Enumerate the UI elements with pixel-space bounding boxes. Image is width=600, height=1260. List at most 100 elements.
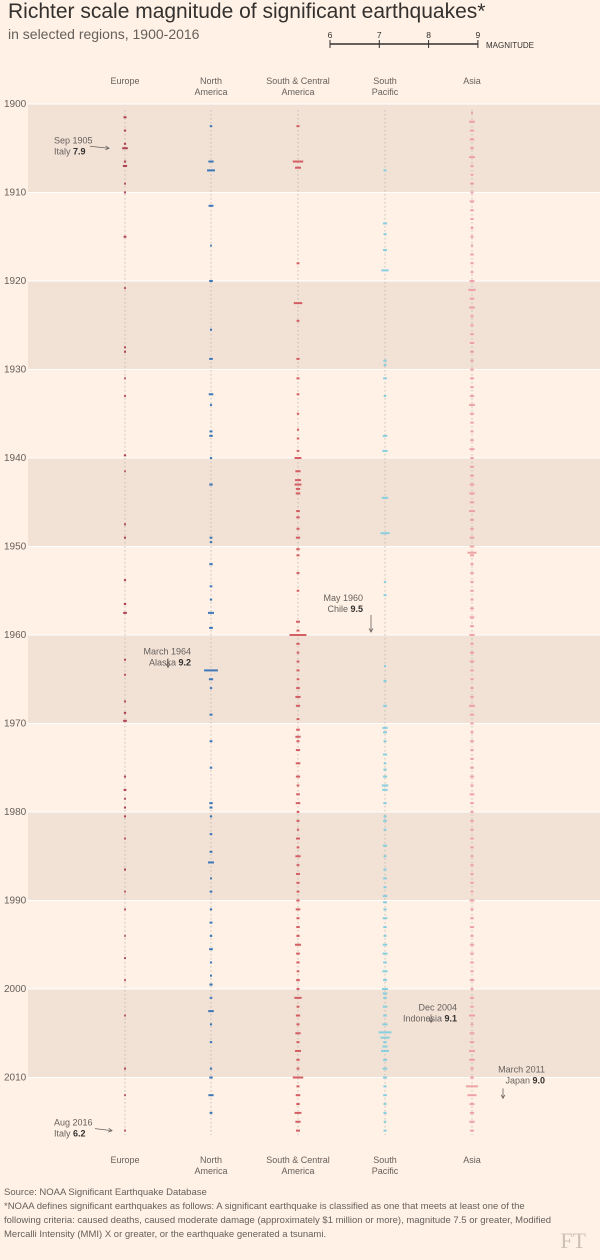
quake-europe-1968.8-m6.6	[123, 711, 127, 714]
quake-asia-1996-m7.2	[470, 952, 474, 955]
quake-asia-1905-m7.2	[470, 147, 474, 150]
quake-asia-2006-m7.5	[469, 1041, 475, 1044]
quake-asia-1906-m8	[469, 156, 475, 159]
quake-asia-1935-m7.4	[470, 412, 474, 415]
quake-north-america-1949.5-m6.7	[209, 541, 213, 544]
quake-south-pacific-1965.2-m7	[383, 680, 387, 683]
region-footer-south-pacific-0: South	[373, 1155, 397, 1165]
quake-europe-1933-m6.2	[124, 395, 126, 398]
quake-north-america-1998.5-m6.4	[210, 974, 212, 977]
quake-asia-1970-m7.1	[470, 722, 474, 725]
decade-band-1980	[28, 812, 600, 901]
quake-asia-1904-m7.6	[469, 138, 475, 141]
quake-asia-1907-m7	[470, 164, 474, 167]
quake-south-central-america-1951-m7	[296, 554, 300, 557]
quake-south-central-america-1907.2-m8	[295, 166, 301, 169]
quake-asia-1939-m7.7	[469, 448, 475, 451]
quake-south-central-america-1983-m7.4	[296, 837, 300, 840]
quake-south-central-america-2011-m7	[296, 1085, 300, 1088]
quake-europe-1939.7-m6.6	[123, 454, 127, 457]
quake-south-pacific-2012-m7.3	[383, 1094, 387, 1097]
quake-south-pacific-1977.5-m7.8	[382, 788, 388, 791]
quake-asia-1962-m7.4	[470, 651, 474, 654]
quake-south-pacific-1916.5-m7.4	[383, 249, 387, 252]
quake-europe-1956.5-m6.7	[123, 603, 127, 606]
region-footer-north-america-1: America	[194, 1166, 227, 1176]
annotation-indonesia-2004-magnitude: 9.1	[444, 1013, 457, 1023]
quake-south-pacific-1918.8-m8.3	[381, 269, 389, 272]
quake-europe-1979.5-m6.4	[124, 806, 126, 809]
magnitude-key-label-8: 8	[426, 30, 431, 40]
quake-asia-1928-m7.4	[470, 350, 474, 353]
region-footer-south-central-america-1: America	[281, 1166, 314, 1176]
quake-europe-1967.5-m6.3	[124, 700, 126, 703]
quake-south-pacific-1999-m7.4	[383, 979, 387, 982]
quake-south-central-america-1906.5-m8.8	[292, 160, 304, 163]
quake-asia-1944-m7.8	[469, 492, 475, 495]
quake-south-pacific-1975.2-m7.1	[383, 768, 387, 771]
quake-asia-1943-m7.6	[469, 483, 475, 486]
quake-south-central-america-1989-m6.9	[296, 890, 300, 893]
quake-asia-1911-m7.6	[469, 200, 475, 203]
quake-south-pacific-1983.8-m7.5	[382, 844, 388, 847]
quake-europe-1904.5-m6.5	[123, 142, 127, 145]
quake-south-central-america-2003-m7.5	[295, 1014, 301, 1017]
quake-south-pacific-1986.5-m7.1	[383, 868, 387, 871]
quake-south-central-america-2008-m7.1	[296, 1058, 300, 1061]
quake-asia-2015-m7.8	[469, 1120, 475, 1123]
quake-europe-1931-m6.1	[124, 377, 126, 380]
quake-europe-1980.5-m6.4	[124, 815, 126, 818]
annotation-chile-1960-magnitude: 9.5	[350, 604, 363, 614]
quake-asia-1981-m7.1	[470, 819, 474, 822]
quake-south-central-america-1960-m9.5	[289, 634, 307, 636]
quake-south-central-america-1973-m7.5	[295, 749, 301, 752]
quake-north-america-1928.8-m7.3	[209, 357, 213, 360]
quake-asia-1916-m6.6	[470, 244, 474, 247]
quake-asia-1919-m6.8	[470, 271, 474, 274]
quake-asia-1960-m7.8	[469, 634, 475, 636]
quake-asia-1959-m7.4	[470, 625, 474, 628]
quake-asia-1912-m7.2	[470, 209, 474, 212]
quake-asia-1978-m7.6	[469, 793, 475, 796]
quake-europe-1969.7-m7.3	[123, 719, 127, 722]
quake-asia-1937-m7	[470, 430, 474, 433]
quake-asia-1946-m8	[469, 510, 475, 513]
quake-south-pacific-1982-m6.9	[383, 828, 387, 831]
quake-asia-1927-m7.6	[469, 341, 475, 344]
quake-south-central-america-2014-m8.2	[294, 1111, 302, 1114]
quake-north-america-1906.5-m7.8	[208, 160, 214, 163]
annotation-chile-1960-arrowhead	[368, 628, 374, 633]
quake-south-pacific-1913.5-m7.5	[382, 222, 388, 225]
quake-north-america-1954.5-m6.8	[209, 585, 213, 588]
annotation-italy-2016-date: Aug 2016	[54, 1118, 93, 1128]
quake-asia-1934-m8	[469, 403, 475, 406]
quake-south-central-america-1943-m8.2	[294, 483, 302, 486]
quake-asia-1985-m6.9	[470, 855, 474, 858]
quake-asia-2013-m7.7	[469, 1103, 475, 1106]
annotation-italy-1905-place: Italy 7.9	[54, 146, 86, 156]
quake-europe-1906.5-m6.6	[123, 160, 127, 163]
quake-europe-1947.5-m6.3	[124, 523, 126, 526]
quake-asia-1972-m7.3	[470, 740, 474, 743]
quake-asia-1951-m7.4	[470, 554, 474, 557]
year-tick-1980: 1980	[4, 807, 27, 818]
quake-south-pacific-2004.9-m9.1	[378, 1031, 392, 1034]
quake-south-pacific-1907.5-m7	[383, 169, 387, 172]
quake-south-central-america-1974.5-m7.6	[295, 762, 301, 765]
quake-asia-1975-m7.3	[470, 766, 474, 769]
quake-south-central-america-1964-m7	[296, 669, 300, 672]
quake-europe-1927.5-m6.3	[124, 346, 126, 349]
quake-asia-1977-m7	[470, 784, 474, 787]
quake-north-america-1911.5-m7.7	[208, 204, 214, 207]
annotation-italy-1905-magnitude: 7.9	[73, 146, 86, 156]
quake-asia-1931-m7.4	[470, 377, 474, 380]
quake-europe-2012-m6.1	[124, 1094, 126, 1097]
quake-south-central-america-2007-m8	[295, 1049, 301, 1052]
quake-europe-1962.8-m6.3	[124, 658, 126, 661]
year-tick-1930: 1930	[4, 365, 27, 376]
quake-north-america-1994-m6.7	[209, 934, 213, 937]
quake-north-america-2014-m6.9	[209, 1111, 213, 1114]
quake-south-pacific-1993-m7.2	[383, 926, 387, 929]
quake-south-central-america-1953-m7	[296, 572, 300, 575]
